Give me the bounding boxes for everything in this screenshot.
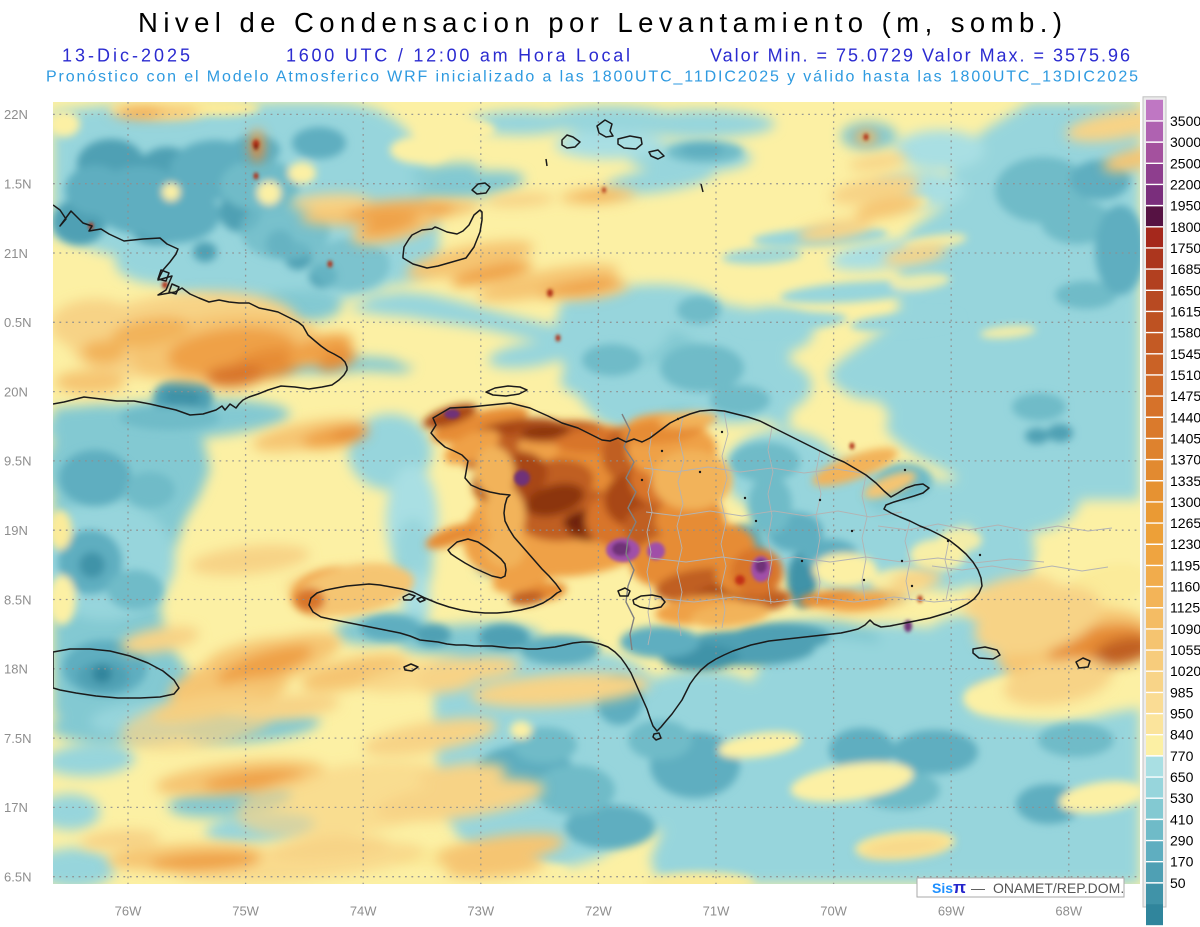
svg-text:74W: 74W bbox=[350, 904, 377, 919]
svg-text:170: 170 bbox=[1170, 854, 1194, 870]
svg-text:1800: 1800 bbox=[1170, 219, 1200, 235]
svg-text:840: 840 bbox=[1170, 727, 1194, 743]
svg-text:2500: 2500 bbox=[1170, 155, 1200, 171]
svg-text:8.5N: 8.5N bbox=[4, 592, 31, 607]
svg-text:1545: 1545 bbox=[1170, 346, 1200, 362]
svg-text:Sisπ—ONAMET/REP.DOM.: Sisπ — ONAMET/REP.DOM. bbox=[932, 878, 1124, 897]
svg-text:0.5N: 0.5N bbox=[4, 315, 31, 330]
svg-text:18N: 18N bbox=[4, 662, 28, 677]
svg-text:1055: 1055 bbox=[1170, 642, 1200, 658]
svg-text:72W: 72W bbox=[585, 904, 612, 919]
svg-text:6.5N: 6.5N bbox=[4, 870, 31, 885]
svg-text:75W: 75W bbox=[232, 904, 259, 919]
svg-text:1160: 1160 bbox=[1170, 579, 1200, 595]
svg-text:1750: 1750 bbox=[1170, 240, 1200, 256]
svg-text:1685: 1685 bbox=[1170, 261, 1200, 277]
svg-text:70W: 70W bbox=[820, 904, 847, 919]
svg-text:1475: 1475 bbox=[1170, 388, 1200, 404]
svg-text:Valor Min. = 75.0729 Valor Ma: Valor Min. = 75.0729 Valor Max. = 3575.9… bbox=[710, 46, 1130, 66]
svg-text:1020: 1020 bbox=[1170, 663, 1200, 679]
svg-text:3500: 3500 bbox=[1170, 113, 1200, 129]
svg-text:1580: 1580 bbox=[1170, 325, 1200, 341]
svg-text:290: 290 bbox=[1170, 833, 1194, 849]
svg-text:1510: 1510 bbox=[1170, 367, 1200, 383]
svg-text:73W: 73W bbox=[467, 904, 494, 919]
svg-text:22N: 22N bbox=[4, 107, 28, 122]
svg-text:1195: 1195 bbox=[1170, 557, 1200, 573]
svg-text:20N: 20N bbox=[4, 384, 28, 399]
svg-text:3000: 3000 bbox=[1170, 134, 1200, 150]
svg-text:650: 650 bbox=[1170, 769, 1194, 785]
svg-text:1950: 1950 bbox=[1170, 198, 1200, 214]
svg-text:1265: 1265 bbox=[1170, 515, 1200, 531]
svg-text:71W: 71W bbox=[703, 904, 730, 919]
svg-text:950: 950 bbox=[1170, 706, 1194, 722]
svg-text:1125: 1125 bbox=[1170, 600, 1200, 616]
svg-text:50: 50 bbox=[1170, 875, 1186, 891]
svg-text:1230: 1230 bbox=[1170, 536, 1200, 552]
svg-text:1405: 1405 bbox=[1170, 430, 1200, 446]
svg-text:17N: 17N bbox=[4, 800, 28, 815]
svg-text:Pronóstico con el Modelo Atmos: Pronóstico con el Modelo Atmosferico WRF… bbox=[46, 69, 1138, 86]
svg-text:1300: 1300 bbox=[1170, 494, 1200, 510]
svg-text:1370: 1370 bbox=[1170, 452, 1200, 468]
svg-text:7.5N: 7.5N bbox=[4, 731, 31, 746]
svg-text:770: 770 bbox=[1170, 748, 1194, 764]
svg-text:21N: 21N bbox=[4, 246, 28, 261]
svg-text:1335: 1335 bbox=[1170, 473, 1200, 489]
svg-text:19N: 19N bbox=[4, 523, 28, 538]
svg-text:985: 985 bbox=[1170, 684, 1194, 700]
svg-text:1650: 1650 bbox=[1170, 282, 1200, 298]
svg-text:69W: 69W bbox=[938, 904, 965, 919]
svg-text:530: 530 bbox=[1170, 790, 1194, 806]
svg-text:1615: 1615 bbox=[1170, 303, 1200, 319]
svg-text:76W: 76W bbox=[115, 904, 142, 919]
svg-text:9.5N: 9.5N bbox=[4, 454, 31, 469]
svg-text:1440: 1440 bbox=[1170, 409, 1200, 425]
svg-text:68W: 68W bbox=[1055, 904, 1082, 919]
svg-text:1.5N: 1.5N bbox=[4, 177, 31, 192]
svg-text:2200: 2200 bbox=[1170, 177, 1200, 193]
svg-text:1090: 1090 bbox=[1170, 621, 1200, 637]
svg-text:13-Dic-2025: 13-Dic-2025 bbox=[62, 46, 190, 66]
svg-text:410: 410 bbox=[1170, 811, 1194, 827]
